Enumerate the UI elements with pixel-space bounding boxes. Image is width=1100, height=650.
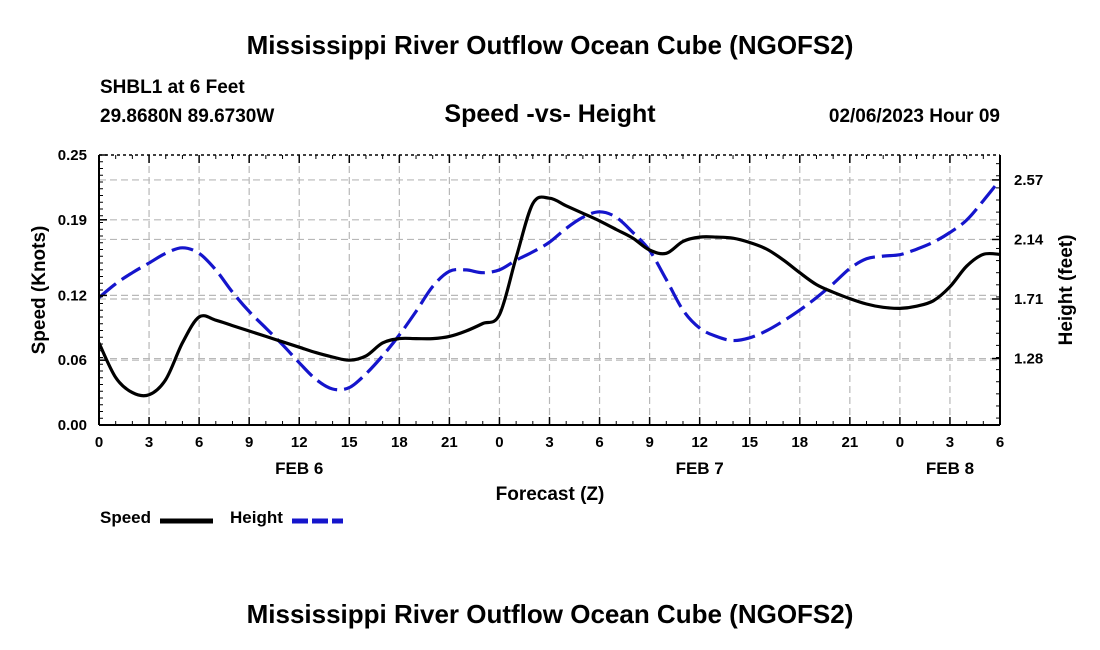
x-date-label: FEB 8 — [926, 459, 974, 478]
x-tick-label: 9 — [245, 434, 253, 451]
legend-height-label: Height — [230, 508, 283, 527]
datetime-label: 02/06/2023 Hour 09 — [828, 106, 1000, 127]
y-right-tick-label: 2.14 — [1014, 231, 1044, 248]
legend-speed-swatch — [160, 518, 213, 524]
x-date-label: FEB 6 — [275, 459, 323, 478]
y-right-axis-label: Height (feet) — [1056, 235, 1077, 346]
station-label: SHBL1 at 6 Feet — [100, 77, 245, 98]
x-tick-label: 18 — [791, 434, 808, 451]
x-tick-label: 9 — [645, 434, 653, 451]
x-tick-label: 3 — [946, 434, 954, 451]
x-tick-label: 15 — [741, 434, 758, 451]
series-line-height — [99, 178, 1000, 392]
legend-height-swatch — [292, 518, 343, 524]
x-tick-label: 12 — [291, 434, 308, 451]
chart-title: Speed -vs- Height — [444, 100, 656, 128]
x-tick-label: 6 — [195, 434, 203, 451]
y-right-tick-label: 2.57 — [1014, 172, 1043, 189]
x-axis-label: Forecast (Z) — [496, 484, 605, 505]
y-left-tick-label: 0.12 — [58, 287, 87, 304]
bottom-title: Mississippi River Outflow Ocean Cube (NG… — [246, 599, 854, 629]
x-tick-label: 3 — [145, 434, 153, 451]
y-left-axis-label: Speed (Knots) — [29, 226, 50, 355]
x-tick-label: 12 — [691, 434, 708, 451]
y-left-tick-label: 0.25 — [58, 147, 87, 164]
y-right-tick-label: 1.28 — [1014, 351, 1043, 368]
y-right-tick-label: 1.71 — [1014, 291, 1043, 308]
series-line-speed — [99, 195, 1000, 398]
x-tick-label: 18 — [391, 434, 408, 451]
y-left-tick-label: 0.06 — [58, 352, 87, 369]
x-tick-label: 3 — [545, 434, 553, 451]
y-left-tick-label: 0.00 — [58, 417, 87, 434]
x-tick-label: 0 — [95, 434, 103, 451]
x-tick-label: 6 — [595, 434, 603, 451]
x-tick-label: 6 — [996, 434, 1004, 451]
x-tick-label: 15 — [341, 434, 358, 451]
y-left-tick-label: 0.19 — [58, 212, 87, 229]
x-tick-label: 0 — [495, 434, 503, 451]
location-label: 29.8680N 89.6730W — [100, 106, 275, 127]
x-date-label: FEB 7 — [676, 459, 724, 478]
legend-speed-label: Speed — [100, 508, 152, 527]
page-title: Mississippi River Outflow Ocean Cube (NG… — [246, 30, 854, 60]
speed-height-chart: 0 3 6 9 12 15 18 21 0 3 6 9 12 15 18 21 0 3 6 FEB 6 FEB 7 FEB… — [29, 147, 1077, 505]
x-tick-label: 21 — [441, 434, 458, 451]
x-tick-label: 0 — [896, 434, 904, 451]
x-tick-label: 21 — [841, 434, 858, 451]
